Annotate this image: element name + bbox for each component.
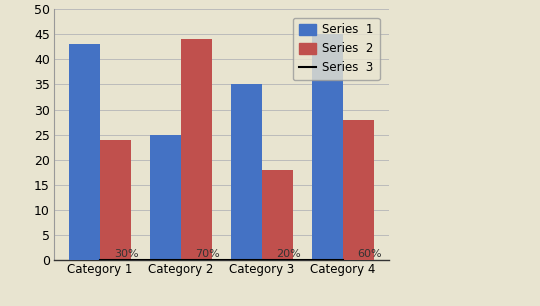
Bar	[181, 39, 212, 260]
Text: 20%: 20%	[276, 248, 301, 259]
Bar	[343, 120, 374, 260]
Text: 70%: 70%	[195, 248, 220, 259]
Legend: Series  1, Series  2, Series  3: Series 1, Series 2, Series 3	[293, 17, 380, 80]
Bar	[100, 140, 131, 260]
Bar	[312, 34, 343, 260]
Bar	[262, 170, 293, 260]
Bar	[69, 44, 100, 260]
Text: 60%: 60%	[357, 248, 382, 259]
Text: 30%: 30%	[114, 248, 139, 259]
Bar	[150, 135, 181, 260]
Bar	[231, 84, 262, 260]
